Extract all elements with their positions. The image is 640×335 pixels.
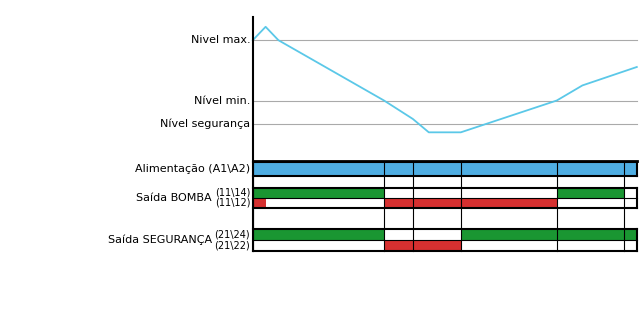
Bar bbox=[384, 198, 557, 208]
Bar bbox=[557, 188, 624, 198]
Text: Nível min.: Nível min. bbox=[194, 95, 250, 106]
Text: Nivel max.: Nivel max. bbox=[191, 35, 250, 45]
Text: (21\24): (21\24) bbox=[214, 230, 250, 240]
Bar bbox=[253, 229, 384, 240]
Bar bbox=[253, 188, 384, 198]
Bar bbox=[384, 240, 461, 251]
Text: (11\14): (11\14) bbox=[215, 188, 250, 198]
Text: Saída BOMBA: Saída BOMBA bbox=[136, 193, 212, 203]
Text: (21\22): (21\22) bbox=[214, 241, 250, 250]
Bar bbox=[253, 198, 266, 208]
Bar bbox=[253, 162, 637, 176]
Text: (11\12): (11\12) bbox=[215, 198, 250, 208]
Text: Alimentação (A1\A2): Alimentação (A1\A2) bbox=[135, 164, 250, 174]
Bar bbox=[461, 229, 637, 240]
Text: Nível segurança: Nível segurança bbox=[160, 119, 250, 129]
Text: Saída SEGURANÇA: Saída SEGURANÇA bbox=[108, 235, 212, 245]
